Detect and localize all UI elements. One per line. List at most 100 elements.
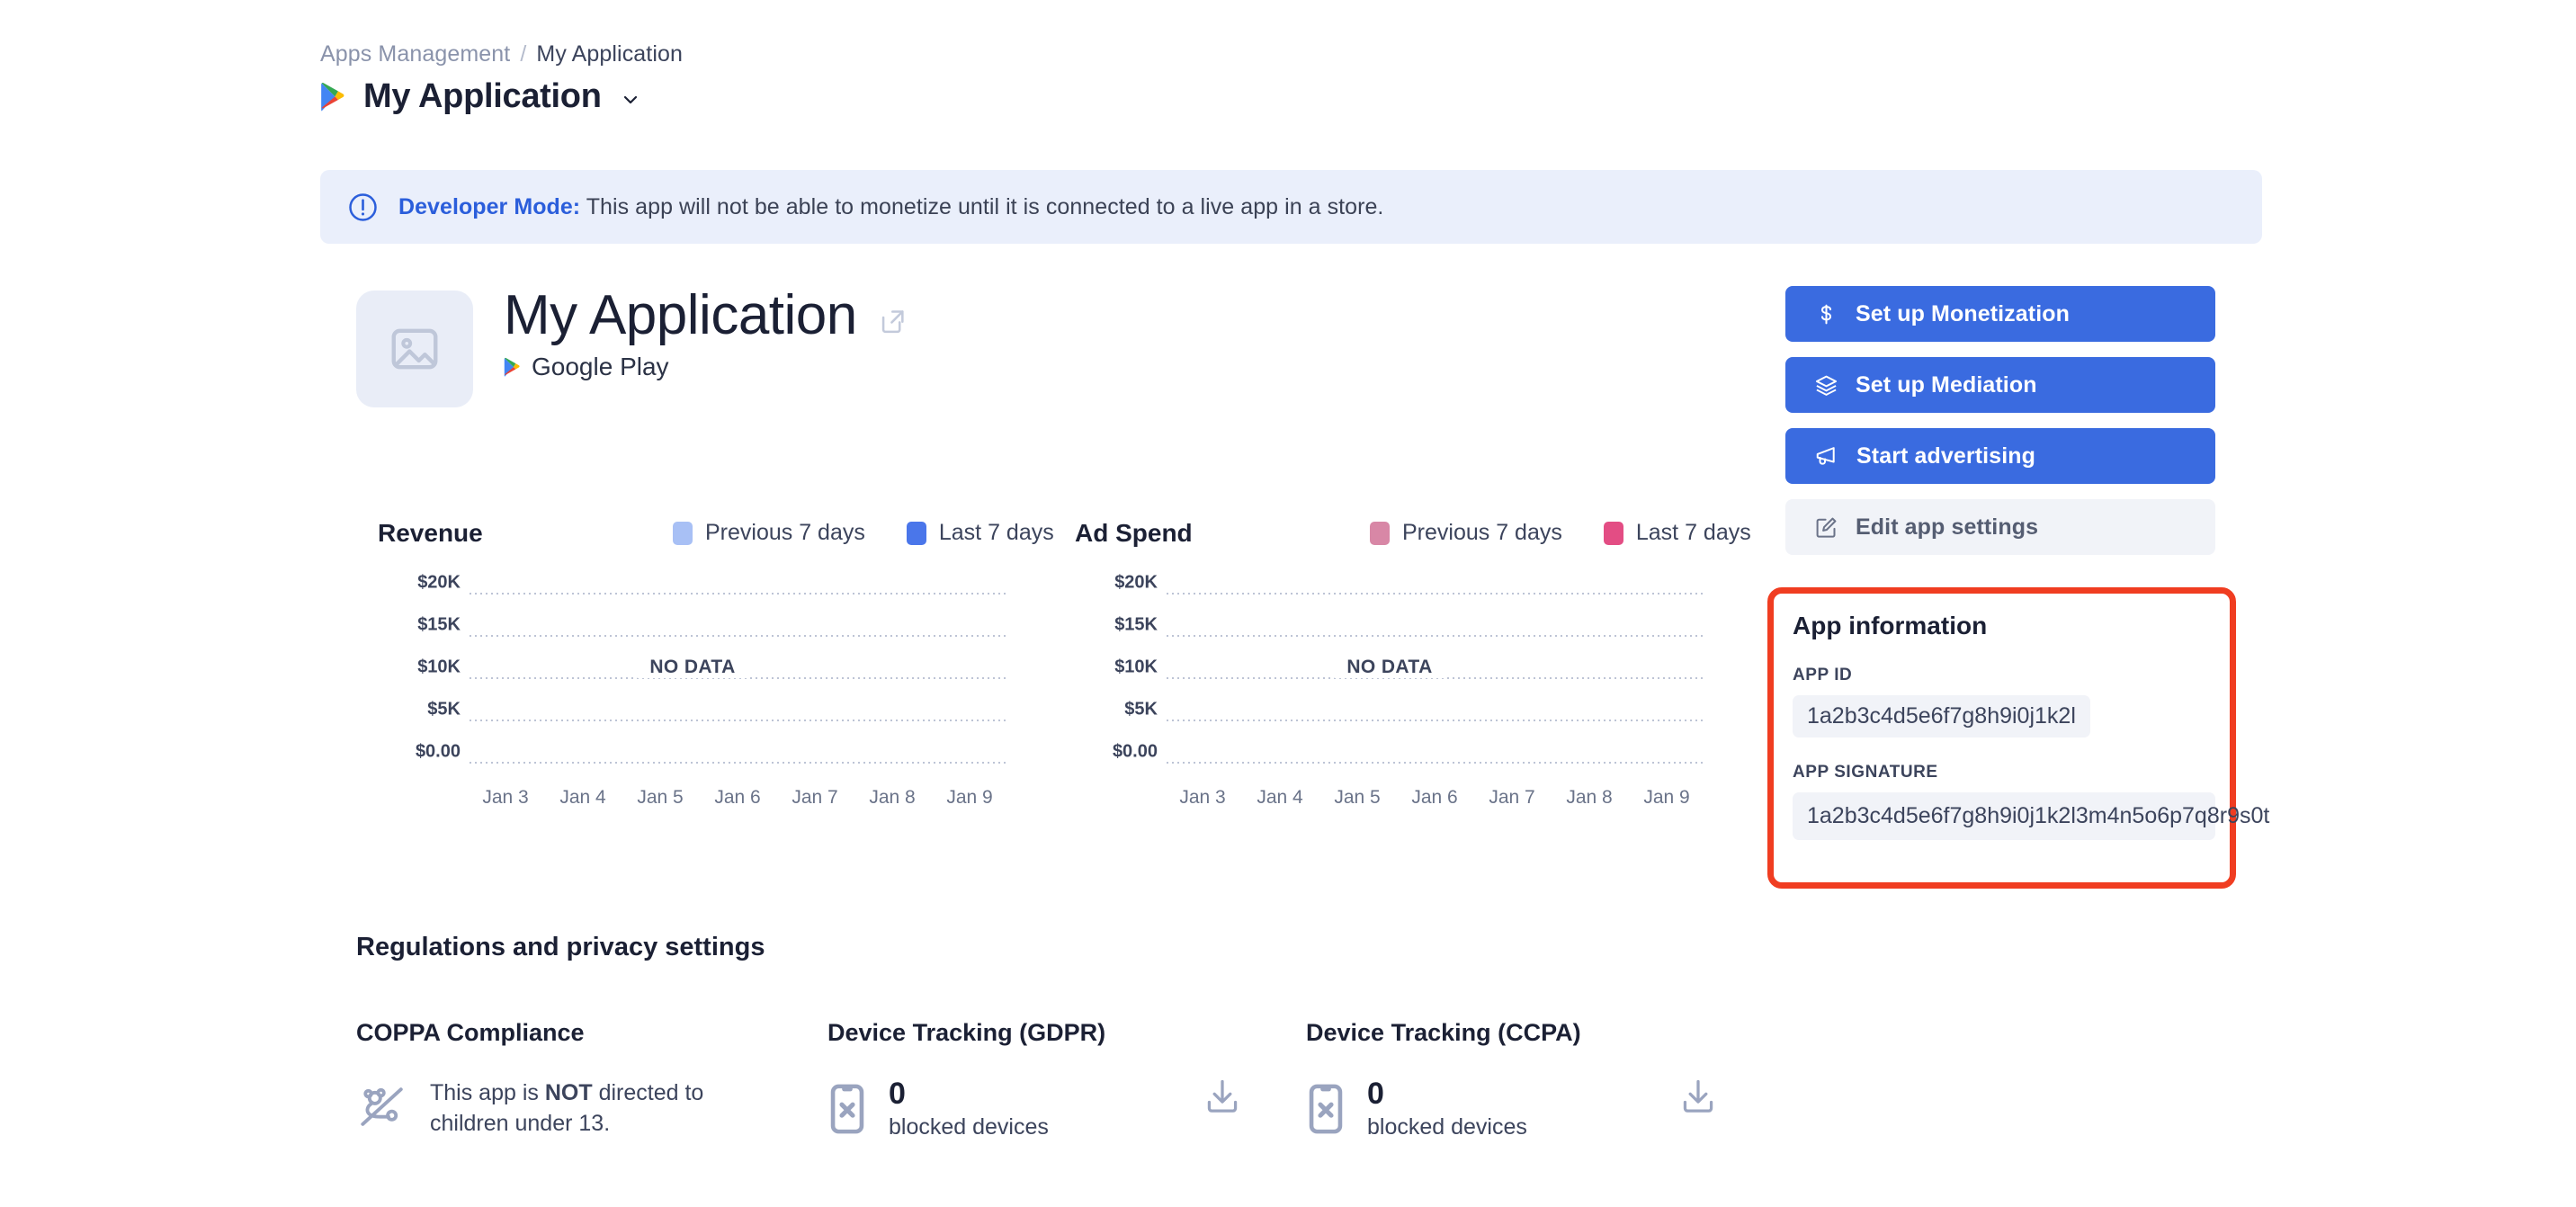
page-title-row[interactable]: My Application (320, 77, 640, 116)
action-buttons: Set up Monetization Set up Mediation Sta… (1785, 286, 2215, 570)
ad-spend-xtick-6: Jan 9 (1643, 787, 1690, 808)
legend-item-last[interactable]: Last 7 days (906, 520, 1054, 546)
revenue-xtick-5: Jan 8 (869, 787, 916, 808)
ad-spend-xtick-0: Jan 3 (1179, 787, 1226, 808)
legend-item-last[interactable]: Last 7 days (1603, 520, 1751, 546)
ad-spend-ytick-2: $10K (1114, 657, 1158, 677)
ccpa-blocked-caption: blocked devices (1367, 1114, 1527, 1140)
gdpr-blocked-caption: blocked devices (889, 1114, 1049, 1140)
legend-swatch-last (1603, 521, 1623, 545)
edit-app-settings-label: Edit app settings (1856, 514, 2039, 540)
revenue-ytick-2: $10K (417, 657, 461, 677)
revenue-plot-area: $20K $15K $10K NO DATA $5K $0.00 Jan (378, 573, 1007, 808)
legend-swatch-previous (673, 521, 693, 545)
no-children-icon (361, 1087, 403, 1126)
app-signature-label: APP SIGNATURE (1793, 763, 1938, 782)
ad-spend-xtick-5: Jan 8 (1566, 787, 1613, 808)
gdpr-stat: 0 blocked devices (889, 1077, 1049, 1140)
legend-swatch-previous (1370, 521, 1390, 545)
legend-item-previous[interactable]: Previous 7 days (673, 520, 865, 546)
download-icon[interactable] (1202, 1076, 1243, 1117)
start-advertising-button[interactable]: Start advertising (1785, 428, 2215, 484)
revenue-xtick-1: Jan 4 (559, 787, 606, 808)
breadcrumb-apps-management[interactable]: Apps Management (320, 41, 511, 67)
device-tracking-gdpr-block: Device Tracking (GDPR) 0 blocked devices (827, 1019, 1105, 1140)
revenue-xtick-4: Jan 7 (792, 787, 838, 808)
download-icon[interactable] (1677, 1076, 1719, 1117)
legend-label-previous: Previous 7 days (1402, 520, 1562, 545)
app-header: My Application Google Play (504, 286, 908, 381)
coppa-text-after: directed to children under 13. (430, 1080, 704, 1136)
banner-text: Developer Mode: This app will not be abl… (398, 194, 1383, 220)
app-id-value[interactable]: 1a2b3c4d5e6f7g8h9i0j1k2l (1793, 695, 2090, 738)
revenue-chart: Revenue Previous 7 days Last 7 days $20K… (378, 517, 1054, 808)
revenue-ytick-3: $5K (427, 699, 461, 720)
revenue-xtick-6: Jan 9 (946, 787, 993, 808)
revenue-xtick-2: Jan 5 (637, 787, 684, 808)
app-information-title: App information (1793, 612, 1988, 639)
ccpa-blocked-count: 0 (1367, 1077, 1384, 1111)
coppa-compliance-block: COPPA Compliance This app is NOT directe… (356, 1019, 736, 1139)
legend-label-last: Last 7 days (938, 520, 1054, 545)
set-up-monetization-button[interactable]: Set up Monetization (1785, 286, 2215, 342)
ad-spend-chart-title: Ad Spend (1075, 519, 1193, 547)
ad-spend-chart: Ad Spend Previous 7 days Last 7 days $20… (1075, 517, 1751, 808)
developer-mode-banner: Developer Mode: This app will not be abl… (320, 170, 2262, 244)
app-information-card: App information APP ID 1a2b3c4d5e6f7g8h9… (1767, 587, 2269, 889)
ad-spend-xtick-3: Jan 6 (1411, 787, 1458, 808)
ad-spend-ytick-0: $20K (1114, 572, 1158, 593)
banner-detail: This app will not be able to monetize un… (580, 193, 1384, 219)
ad-spend-no-data-label: NO DATA (1334, 656, 1445, 678)
info-circle-icon (349, 192, 377, 221)
start-advertising-label: Start advertising (1856, 443, 2035, 469)
external-link-icon[interactable] (877, 306, 908, 336)
page-title: My Application (363, 77, 602, 115)
revenue-chart-title: Revenue (378, 519, 483, 547)
app-signature-value[interactable]: 1a2b3c4d5e6f7g8h9i0j1k2l3m4n5o6p7q8r9s0t (1793, 792, 2269, 841)
gdpr-heading: Device Tracking (GDPR) (827, 1019, 1106, 1046)
breadcrumb-separator: / (520, 41, 527, 67)
revenue-ytick-1: $15K (417, 614, 461, 635)
revenue-xtick-0: Jan 3 (482, 787, 529, 808)
regulations-section-title: Regulations and privacy settings (356, 933, 765, 961)
ad-spend-xtick-2: Jan 5 (1334, 787, 1381, 808)
google-play-icon (504, 357, 520, 377)
coppa-text-strong: NOT (544, 1080, 593, 1105)
coppa-text-before: This app is (430, 1080, 545, 1105)
chevron-down-icon[interactable] (622, 91, 640, 109)
coppa-heading: COPPA Compliance (356, 1019, 585, 1046)
ccpa-heading: Device Tracking (CCPA) (1306, 1019, 1581, 1046)
revenue-chart-legend: Previous 7 days Last 7 days (673, 520, 1054, 546)
app-store-name: Google Play (532, 353, 669, 381)
app-thumbnail (356, 291, 473, 407)
legend-swatch-last (906, 521, 926, 545)
revenue-ytick-4: $0.00 (415, 741, 461, 762)
device-tracking-ccpa-block: Device Tracking (CCPA) 0 blocked devices (1306, 1019, 1581, 1140)
set-up-mediation-label: Set up Mediation (1856, 371, 2037, 398)
ad-spend-chart-legend: Previous 7 days Last 7 days (1370, 520, 1751, 546)
legend-label-previous: Previous 7 days (705, 520, 865, 545)
ad-spend-ytick-1: $15K (1114, 614, 1158, 635)
ad-spend-xtick-4: Jan 7 (1489, 787, 1535, 808)
app-store-row: Google Play (504, 353, 908, 381)
breadcrumb-current: My Application (536, 41, 683, 67)
set-up-mediation-button[interactable]: Set up Mediation (1785, 357, 2215, 413)
edit-app-settings-button[interactable]: Edit app settings (1785, 499, 2215, 555)
breadcrumb: Apps Management / My Application (320, 41, 683, 67)
blocked-device-icon (830, 1084, 864, 1134)
google-play-icon (321, 82, 344, 111)
set-up-monetization-label: Set up Monetization (1856, 300, 2070, 326)
gdpr-blocked-count: 0 (889, 1077, 906, 1111)
banner-strong: Developer Mode: (398, 193, 581, 219)
revenue-ytick-0: $20K (417, 572, 461, 593)
app-name: My Application (504, 284, 857, 346)
layers-icon (1815, 375, 1838, 396)
dollar-icon (1820, 304, 1832, 324)
ad-spend-xtick-1: Jan 4 (1257, 787, 1303, 808)
megaphone-icon (1816, 447, 1835, 465)
ad-spend-ytick-4: $0.00 (1112, 741, 1158, 762)
ccpa-stat: 0 blocked devices (1367, 1077, 1527, 1140)
ad-spend-ytick-3: $5K (1124, 699, 1158, 720)
legend-item-previous[interactable]: Previous 7 days (1370, 520, 1562, 546)
edit-square-icon (1816, 517, 1837, 538)
